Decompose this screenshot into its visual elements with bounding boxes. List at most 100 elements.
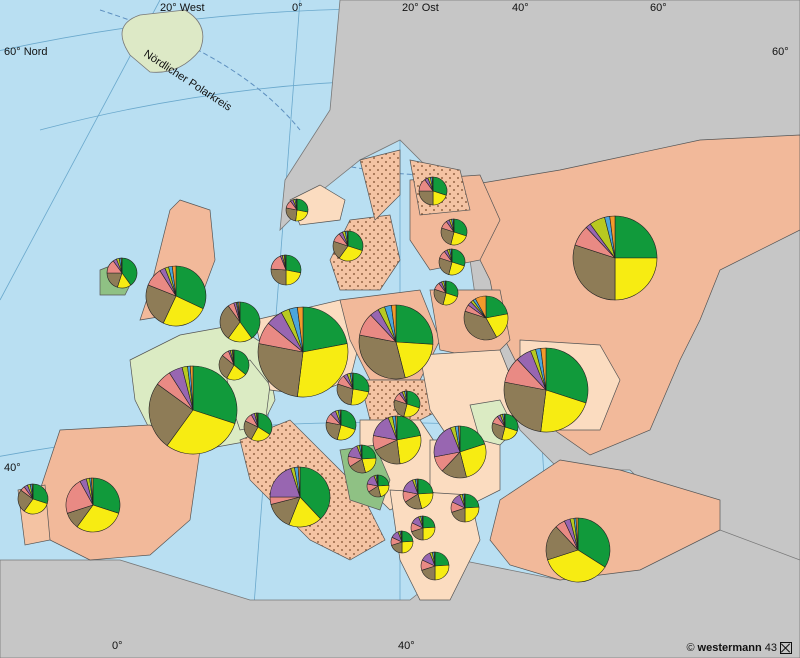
lat-label-40-left: 40° <box>4 462 21 474</box>
pie-chart <box>366 474 390 498</box>
diercke-x-icon <box>780 642 792 654</box>
pie-slice-yellow <box>166 409 236 455</box>
pie-slice-orange <box>431 176 434 192</box>
pie-slice-orange <box>232 349 235 366</box>
pie-chart <box>372 415 422 465</box>
pie-slice-green <box>396 415 421 441</box>
pie-chart <box>390 530 414 554</box>
pie-chart <box>347 444 377 474</box>
pie-slice-orange <box>391 304 397 343</box>
lon-label-20e: 20° Ost <box>402 2 439 14</box>
pie-slice-yellow <box>540 389 587 433</box>
pie-slice-orange <box>609 215 616 259</box>
pie-chart <box>450 493 480 523</box>
pie-chart <box>332 230 364 262</box>
pie-slice-orange <box>256 412 259 428</box>
pie-slice-green <box>453 218 468 237</box>
pie-slice-green <box>233 349 250 375</box>
pie-slice-orange <box>339 409 342 426</box>
map-number: 43 <box>764 642 777 654</box>
pie-slice-purple <box>433 427 461 458</box>
pie-slice-yellow <box>396 435 422 465</box>
pie-chart <box>491 413 519 441</box>
pie-slice-purple <box>269 468 301 498</box>
pie-chart <box>438 248 466 276</box>
pie-slice-brown <box>503 381 547 433</box>
pie-slice-brown <box>218 355 235 379</box>
pie-chart <box>285 198 309 222</box>
pie-slice-orange <box>416 478 419 495</box>
pie-chart <box>433 280 459 306</box>
pie-slice-orange <box>405 390 408 405</box>
pie-slice-yellow <box>395 341 434 379</box>
pie-slice-green <box>352 372 370 393</box>
pie-chart <box>17 483 49 515</box>
pie-chart <box>65 477 121 533</box>
lat-label-60-right: 60° <box>772 46 789 58</box>
pie-slice-orange <box>120 257 123 274</box>
pie-slice-green <box>32 483 49 505</box>
pie-slice-brown <box>336 383 354 406</box>
pie-slice-yellow <box>338 245 363 262</box>
pie-chart <box>418 176 448 206</box>
pie-slice-green <box>504 413 519 432</box>
pie-slice-orange <box>284 254 287 271</box>
publisher-credit: © westermann 43 <box>686 642 792 654</box>
pie-slice-orange <box>444 280 447 294</box>
pie-slice-green <box>175 265 207 310</box>
pie-chart <box>145 265 207 327</box>
pie-slice-orange <box>433 551 436 567</box>
pie-chart <box>420 551 450 581</box>
pie-chart <box>325 409 357 441</box>
pie-slice-orange <box>452 218 455 233</box>
pie-slice-orange <box>463 493 466 509</box>
lon-label-60-top: 60° <box>650 2 667 14</box>
pie-slice-orange <box>189 365 194 411</box>
pie-slice-green <box>406 390 421 409</box>
copyright-symbol: © <box>686 642 695 654</box>
pie-chart <box>402 478 434 510</box>
pie-charts <box>17 176 658 583</box>
pie-slice-orange <box>458 425 461 453</box>
pie-chart <box>393 390 421 418</box>
pie-slice-brown <box>463 310 498 341</box>
pie-slice-green <box>614 215 658 259</box>
pie-slice-orange <box>351 372 354 390</box>
pie-slice-orange <box>540 347 547 391</box>
pie-chart <box>106 257 138 289</box>
lat-label-60-left: 60° Nord <box>4 46 48 58</box>
pie-slice-brown <box>358 334 406 380</box>
pie-chart <box>440 218 468 246</box>
pie-slice-green <box>545 347 589 404</box>
lon-label-0-top: 0° <box>292 2 303 14</box>
pie-chart <box>219 301 261 343</box>
pie-slice-yellow <box>76 504 120 533</box>
pie-slice-orange <box>238 301 241 323</box>
pie-slice-green <box>239 301 261 339</box>
pie-slice-yellow <box>162 295 204 327</box>
pie-slice-orange <box>503 413 506 428</box>
pie-slice-orange <box>474 295 487 319</box>
pie-chart <box>433 425 487 479</box>
pie-slice-brown <box>572 244 616 301</box>
pie-chart <box>503 347 589 433</box>
pie-slice-green <box>92 477 121 514</box>
pie-slice-orange <box>171 265 177 297</box>
pie-chart <box>243 412 273 442</box>
pie-slice-green <box>299 466 331 520</box>
pie-slice-orange <box>90 477 94 506</box>
pie-chart <box>257 306 349 398</box>
pie-slice-orange <box>421 515 424 529</box>
pie-slice-orange <box>297 466 301 498</box>
pie-slice-green <box>395 304 434 345</box>
pie-slice-yellow <box>459 443 487 478</box>
pie-slice-orange <box>297 306 304 353</box>
pie-slice-orange <box>346 230 349 247</box>
pie-slice-yellow <box>297 343 349 398</box>
lon-label-0-bottom: 0° <box>112 640 123 652</box>
pie-chart <box>336 372 370 406</box>
pie-chart <box>270 254 302 286</box>
pie-slice-green <box>121 257 138 286</box>
lon-label-40-top: 40° <box>512 2 529 14</box>
